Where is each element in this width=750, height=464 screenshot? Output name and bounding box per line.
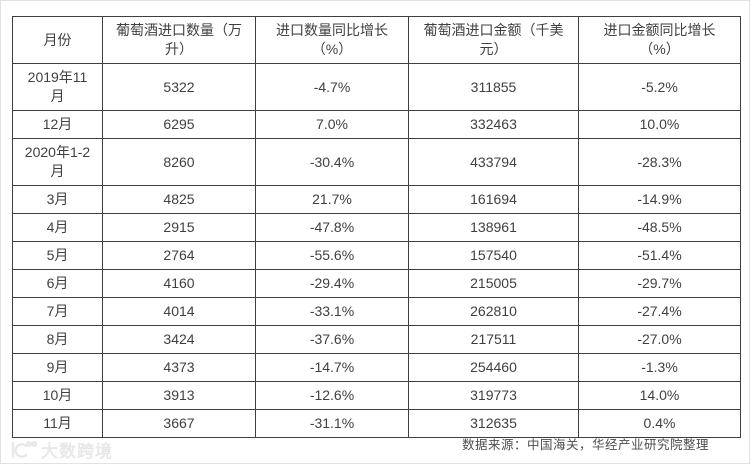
- table-body: 2019年11月 5322 -4.7% 311855 -5.2% 12月 6295 7.0% 3…: [12, 63, 741, 438]
- value-cell: -37.6%: [255, 325, 409, 354]
- value-cell: 4014: [102, 297, 256, 326]
- value-cell: 2915: [102, 213, 256, 242]
- table-row: 2020年1-2月 8260 -30.4% 433794 -28.3%: [12, 138, 741, 186]
- month-cell: 7月: [12, 297, 103, 326]
- table-row: 3月 4825 21.7% 161694 -14.9%: [12, 185, 741, 214]
- value-cell: -47.8%: [255, 213, 409, 242]
- value-cell: -33.1%: [255, 297, 409, 326]
- value-cell: 2764: [102, 241, 256, 270]
- table-row: 2019年11月 5322 -4.7% 311855 -5.2%: [12, 63, 741, 111]
- value-cell: 5322: [102, 63, 256, 111]
- value-cell: -29.4%: [255, 269, 409, 298]
- value-cell: -27.0%: [578, 325, 741, 354]
- month-cell: 5月: [12, 241, 103, 270]
- column-header: 进口数量同比增长（%）: [255, 16, 409, 64]
- column-header: 葡萄酒进口数量（万升）: [102, 16, 256, 64]
- value-cell: 433794: [408, 138, 579, 186]
- month-cell: 3月: [12, 185, 103, 214]
- value-cell: 312635: [408, 409, 579, 438]
- month-cell: 4月: [12, 213, 103, 242]
- value-cell: -4.7%: [255, 63, 409, 111]
- value-cell: -28.3%: [578, 138, 741, 186]
- table-row: 12月 6295 7.0% 332463 10.0%: [12, 110, 741, 139]
- month-cell: 8月: [12, 325, 103, 354]
- value-cell: 3424: [102, 325, 256, 354]
- value-cell: -5.2%: [578, 63, 741, 111]
- value-cell: 3913: [102, 381, 256, 410]
- watermark: 大数跨境: [9, 437, 113, 462]
- value-cell: 10.0%: [578, 110, 741, 139]
- table-row: 7月 4014 -33.1% 262810 -27.4%: [12, 297, 741, 326]
- value-cell: -14.7%: [255, 353, 409, 382]
- table-row: 8月 3424 -37.6% 217511 -27.0%: [12, 325, 741, 354]
- value-cell: -55.6%: [255, 241, 409, 270]
- value-cell: 319773: [408, 381, 579, 410]
- value-cell: -27.4%: [578, 297, 741, 326]
- table-row: 11月 3667 -31.1% 312635 0.4%: [12, 409, 741, 438]
- value-cell: -29.7%: [578, 269, 741, 298]
- value-cell: 6295: [102, 110, 256, 139]
- value-cell: 4373: [102, 353, 256, 382]
- table-header: 月份 葡萄酒进口数量（万升） 进口数量同比增长（%） 葡萄酒进口金额（千美元） 进口金额…: [12, 16, 741, 64]
- value-cell: -12.6%: [255, 381, 409, 410]
- value-cell: 21.7%: [255, 185, 409, 214]
- month-cell: 6月: [12, 269, 103, 298]
- value-cell: 254460: [408, 353, 579, 382]
- month-cell: 2019年11月: [12, 63, 103, 111]
- value-cell: 157540: [408, 241, 579, 270]
- value-cell: -1.3%: [578, 353, 741, 382]
- value-cell: 3667: [102, 409, 256, 438]
- table-row: 4月 2915 -47.8% 138961 -48.5%: [12, 213, 741, 242]
- month-cell: 12月: [12, 110, 103, 139]
- value-cell: 311855: [408, 63, 579, 111]
- watermark-label: 大数跨境: [41, 442, 113, 461]
- table-row: 10月 3913 -12.6% 319773 14.0%: [12, 381, 741, 410]
- column-header: 进口金额同比增长（%）: [578, 16, 741, 64]
- table-header-row: 月份 葡萄酒进口数量（万升） 进口数量同比增长（%） 葡萄酒进口金额（千美元） 进口金额…: [12, 16, 741, 64]
- watermark-logo-icon: [9, 440, 37, 460]
- table-row: 6月 4160 -29.4% 215005 -29.7%: [12, 269, 741, 298]
- value-cell: 161694: [408, 185, 579, 214]
- column-header: 葡萄酒进口金额（千美元）: [408, 16, 579, 64]
- month-cell: 11月: [12, 409, 103, 438]
- value-cell: -51.4%: [578, 241, 741, 270]
- value-cell: -31.1%: [255, 409, 409, 438]
- value-cell: 217511: [408, 325, 579, 354]
- value-cell: 332463: [408, 110, 579, 139]
- value-cell: 8260: [102, 138, 256, 186]
- value-cell: -48.5%: [578, 213, 741, 242]
- value-cell: 7.0%: [255, 110, 409, 139]
- value-cell: 4825: [102, 185, 256, 214]
- value-cell: 14.0%: [578, 381, 741, 410]
- value-cell: -14.9%: [578, 185, 741, 214]
- value-cell: -30.4%: [255, 138, 409, 186]
- value-cell: 0.4%: [578, 409, 741, 438]
- value-cell: 215005: [408, 269, 579, 298]
- column-header: 月份: [12, 16, 103, 64]
- table-row: 9月 4373 -14.7% 254460 -1.3%: [12, 353, 741, 382]
- data-source-text: 数据来源：中国海关，华经产业研究院整理: [461, 438, 709, 452]
- table-row: 5月 2764 -55.6% 157540 -51.4%: [12, 241, 741, 270]
- value-cell: 4160: [102, 269, 256, 298]
- month-cell: 10月: [12, 381, 103, 410]
- month-cell: 2020年1-2月: [12, 138, 103, 186]
- value-cell: 262810: [408, 297, 579, 326]
- wine-import-table: 月份 葡萄酒进口数量（万升） 进口数量同比增长（%） 葡萄酒进口金额（千美元） 进口金额…: [12, 16, 741, 438]
- month-cell: 9月: [12, 353, 103, 382]
- value-cell: 138961: [408, 213, 579, 242]
